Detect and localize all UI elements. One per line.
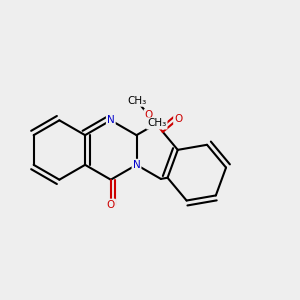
Text: O: O [145, 110, 153, 120]
Text: N: N [133, 160, 140, 170]
Text: CH₃: CH₃ [147, 118, 167, 128]
Text: CH₃: CH₃ [127, 96, 146, 106]
Text: O: O [174, 114, 182, 124]
Text: O: O [107, 200, 115, 210]
Text: N: N [107, 115, 115, 125]
